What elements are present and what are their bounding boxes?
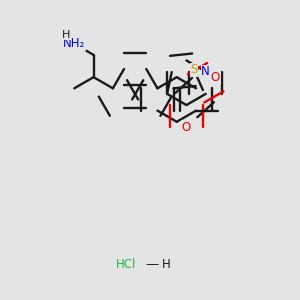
Text: N: N: [201, 65, 210, 78]
Text: —: —: [145, 258, 158, 271]
Text: O: O: [211, 71, 220, 84]
Text: H: H: [162, 258, 171, 271]
Text: S: S: [190, 63, 198, 76]
Text: H: H: [62, 30, 70, 40]
Text: NH₂: NH₂: [63, 37, 86, 50]
Text: HCl: HCl: [116, 258, 136, 271]
Text: O: O: [182, 121, 191, 134]
